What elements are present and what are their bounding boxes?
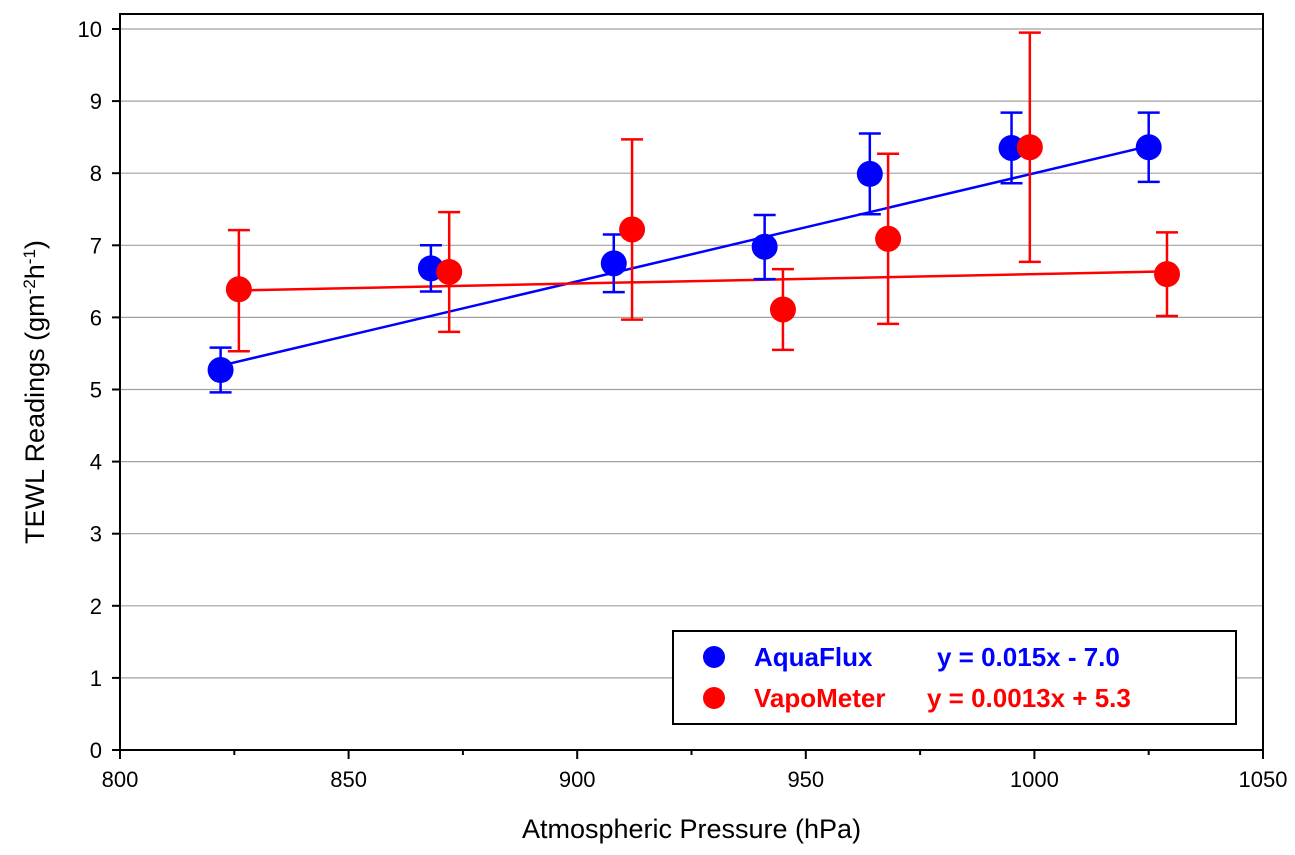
- legend-box: [672, 630, 1237, 725]
- y-tick-label-7: 7: [90, 233, 102, 258]
- y-axis-title-sup1: -2: [20, 279, 39, 294]
- point-aquaflux-5: [856, 160, 883, 187]
- grid-lines: [120, 28, 1263, 679]
- point-aquaflux-6: [998, 134, 1025, 161]
- point-vapometer-3: [619, 216, 646, 243]
- y-tick-label-8: 8: [90, 161, 102, 186]
- legend-equation-aquaflux: y = 0.015x - 7.0: [937, 642, 1120, 672]
- x-tick-label-850: 850: [330, 767, 367, 792]
- y-tick-label-2: 2: [90, 594, 102, 619]
- point-aquaflux-1: [207, 357, 234, 384]
- fit-line-aquaflux: [229, 144, 1149, 365]
- y-tick-label-0: 0: [90, 738, 102, 763]
- point-vapometer-5: [875, 225, 902, 252]
- error-bars: [209, 31, 1178, 394]
- data-points: [207, 134, 1180, 384]
- legend-label-aquaflux: AquaFlux: [754, 642, 873, 672]
- x-axis-title: Atmospheric Pressure (hPa): [522, 814, 861, 844]
- legend-equation-vapometer: y = 0.0013x + 5.3: [927, 683, 1131, 713]
- y-axis-title-sup2: -1: [20, 249, 39, 264]
- point-vapometer-4: [769, 296, 796, 323]
- y-tick-label-1: 1: [90, 666, 102, 691]
- point-vapometer-7: [1153, 261, 1180, 288]
- point-aquaflux-4: [751, 233, 778, 260]
- y-axis-title-main: TEWL Readings (gm: [20, 294, 50, 544]
- y-tick-label-9: 9: [90, 89, 102, 114]
- y-axis-title-end: ): [20, 240, 50, 249]
- y-tick-label-3: 3: [90, 522, 102, 547]
- legend: AquaFlux y = 0.015x - 7.0 VapoMeter y = …: [672, 630, 1237, 725]
- legend-marker-aquaflux: [703, 646, 725, 668]
- fit-lines: [229, 144, 1168, 365]
- fit-line-vapometer: [238, 270, 1168, 292]
- point-vapometer-1: [225, 276, 252, 303]
- y-tick-label-6: 6: [90, 305, 102, 330]
- x-tick-label-800: 800: [102, 767, 139, 792]
- y-axis-title-mid: h: [20, 264, 50, 279]
- y-tick-label-10: 10: [78, 17, 102, 42]
- x-tick-label-1050: 1050: [1239, 767, 1288, 792]
- point-vapometer-6: [1016, 134, 1043, 161]
- axis-ticks: 0 1 2 3 4 5 6 7 8 9 10 800 850 900 950 1000 1050: [78, 17, 1288, 792]
- x-tick-label-900: 900: [559, 767, 596, 792]
- point-aquaflux-3: [600, 250, 627, 277]
- y-tick-label-4: 4: [90, 450, 102, 475]
- y-axis-title: TEWL Readings (gm-2h-1): [20, 240, 51, 544]
- point-aquaflux-7: [1135, 134, 1162, 161]
- legend-marker-vapometer: [703, 687, 725, 709]
- legend-label-vapometer: VapoMeter: [754, 683, 886, 713]
- point-vapometer-2: [436, 258, 463, 285]
- x-tick-label-1000: 1000: [1010, 767, 1059, 792]
- y-tick-label-5: 5: [90, 378, 102, 403]
- x-tick-label-950: 950: [787, 767, 824, 792]
